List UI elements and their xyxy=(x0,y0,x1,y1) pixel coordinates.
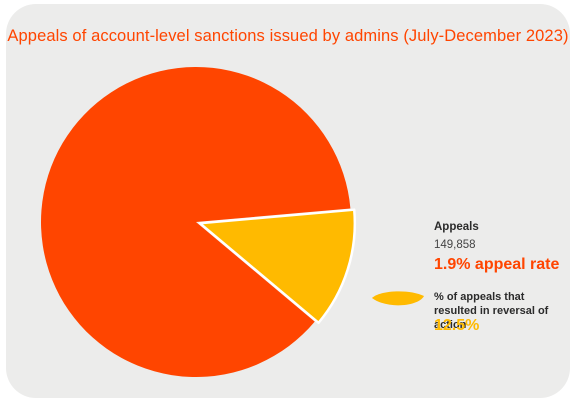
appeal-rate: 1.9% appeal rate xyxy=(434,256,560,273)
appeals-count: 149,858 xyxy=(434,239,476,251)
chart-title: Appeals of account-level sanctions issue… xyxy=(7,27,569,45)
pie-slice-main xyxy=(41,67,351,378)
reversal-heading: % of appeals that resulted in reversal o… xyxy=(434,291,549,331)
pie-slice-reversal xyxy=(198,208,357,325)
reversal-value: 12.5% xyxy=(434,317,480,334)
appeals-heading: Appeals xyxy=(434,221,479,233)
legend-swatch xyxy=(372,291,424,306)
